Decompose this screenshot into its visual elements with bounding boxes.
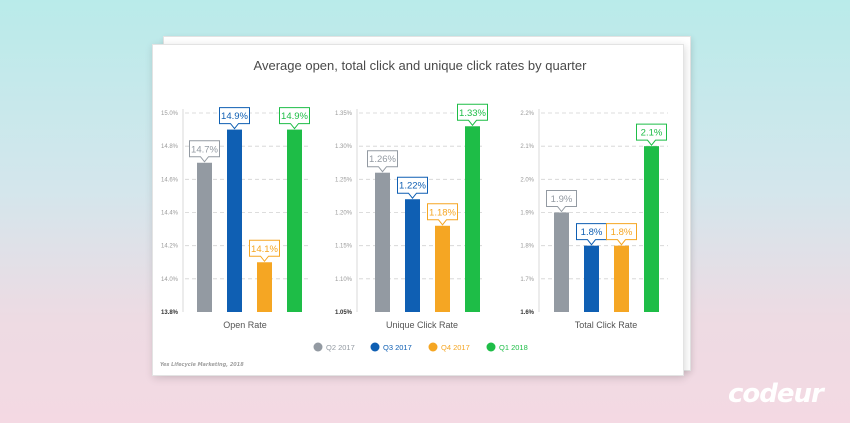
data-label-box — [427, 203, 458, 226]
y-tick-label: 1.8% — [520, 244, 534, 250]
bar — [405, 199, 420, 312]
data-label-text: 14.9% — [221, 111, 248, 122]
legend-item: Q3 2017 — [370, 342, 412, 352]
data-label: 1.18% — [427, 203, 458, 226]
data-label: 14.1% — [249, 239, 280, 263]
y-tick-label: 1.20% — [335, 211, 353, 217]
y-tick-label: 1.30% — [335, 144, 353, 150]
chart-panels: 13.8% 14.0% 14.2% 14.4% 14.6% 14.8% 15.0% 14.7%… — [161, 103, 668, 330]
y-tick-label: 2.0% — [520, 177, 534, 183]
data-label: 1.33% — [457, 103, 488, 127]
data-label-box — [249, 239, 280, 263]
data-label-text: 14.9% — [281, 111, 308, 122]
y-tick-label: 14.0% — [161, 277, 179, 283]
data-label-text: 14.7% — [191, 144, 218, 155]
data-label: 14.7% — [189, 140, 220, 163]
data-label-box — [367, 150, 398, 173]
y-tick-label: 14.4% — [161, 211, 179, 217]
y-tick-label: 2.1% — [520, 144, 534, 150]
data-label-box — [546, 190, 577, 213]
data-label-text: 1.26% — [369, 154, 396, 165]
data-label-text: 2.1% — [641, 128, 663, 139]
bar — [435, 225, 450, 312]
data-label-text: 1.8% — [611, 227, 633, 238]
data-label-text: 1.9% — [551, 194, 573, 205]
bar — [197, 162, 212, 312]
data-label-box — [606, 223, 637, 246]
bar — [644, 146, 659, 312]
data-label-box — [279, 107, 310, 130]
source-note: Yes Lifecycle Marketing, 2018 — [160, 362, 244, 368]
data-label: 1.9% — [546, 190, 577, 213]
x-axis-label: Total Click Rate — [575, 320, 638, 330]
legend-label: Q3 2017 — [383, 343, 412, 352]
y-tick-label: 1.25% — [335, 177, 353, 183]
legend-item: Q1 2018 — [486, 342, 528, 352]
legend-label: Q1 2018 — [499, 343, 528, 352]
x-axis-label: Open Rate — [223, 320, 267, 330]
data-label-text: 1.33% — [459, 108, 486, 119]
data-label: 1.22% — [397, 176, 428, 200]
panel-3: 1.6% 1.7% 1.8% 1.9% 2.0% 2.1% 2.2% 1.9% 1.8% 1.8%… — [520, 109, 668, 330]
y-tick-label: 14.8% — [161, 144, 179, 150]
panel-2: 1.05% 1.10% 1.15% 1.20% 1.25% 1.30% 1.35% 1.26%… — [335, 103, 488, 330]
data-label: 14.9% — [219, 107, 250, 130]
chart-legend: Q2 2017 Q3 2017 Q4 2017 Q1 2018 — [313, 342, 528, 352]
y-tick-label: 15.0% — [161, 111, 179, 117]
y-tick-label: 1.6% — [520, 310, 534, 316]
data-label: 14.9% — [279, 107, 310, 130]
legend-swatch — [428, 342, 438, 352]
bar — [554, 212, 569, 312]
data-label-text: 14.1% — [251, 244, 278, 255]
data-label-box — [189, 140, 220, 163]
bar — [257, 262, 272, 312]
data-label-box — [219, 107, 250, 130]
y-tick-label: 2.2% — [520, 111, 534, 117]
bar — [614, 245, 629, 312]
data-label-box — [636, 123, 667, 146]
data-label-text: 1.18% — [429, 207, 456, 218]
data-label-text: 1.22% — [399, 181, 426, 192]
legend-label: Q2 2017 — [326, 343, 355, 352]
y-tick-label: 14.6% — [161, 177, 179, 183]
x-axis-label: Unique Click Rate — [386, 320, 458, 330]
legend-item: Q2 2017 — [313, 342, 355, 352]
chart-title: Average open, total click and unique cli… — [254, 58, 588, 73]
bar — [584, 245, 599, 312]
y-tick-label: 1.9% — [520, 211, 534, 217]
y-tick-label: 1.05% — [335, 310, 353, 316]
bar — [375, 172, 390, 312]
brand-logo: codeur — [728, 379, 824, 409]
y-tick-label: 13.8% — [161, 310, 179, 316]
data-label: 1.8% — [576, 223, 607, 246]
y-tick-label: 1.15% — [335, 244, 353, 250]
y-tick-label: 14.2% — [161, 244, 179, 250]
data-label-box — [397, 176, 428, 200]
data-label: 1.8% — [606, 223, 637, 246]
y-tick-label: 1.35% — [335, 111, 353, 117]
bar — [227, 129, 242, 312]
legend-swatch — [313, 342, 323, 352]
y-tick-label: 1.10% — [335, 277, 353, 283]
legend-item: Q4 2017 — [428, 342, 470, 352]
legend-label: Q4 2017 — [441, 343, 470, 352]
legend-swatch — [370, 342, 380, 352]
legend-swatch — [486, 342, 496, 352]
y-tick-label: 1.7% — [520, 277, 534, 283]
data-label-box — [457, 103, 488, 127]
bar — [287, 129, 302, 312]
data-label: 2.1% — [636, 123, 667, 146]
bar — [465, 126, 480, 313]
panel-1: 13.8% 14.0% 14.2% 14.4% 14.6% 14.8% 15.0% 14.7%… — [161, 107, 310, 330]
data-label-text: 1.8% — [581, 227, 603, 238]
data-label: 1.26% — [367, 150, 398, 173]
